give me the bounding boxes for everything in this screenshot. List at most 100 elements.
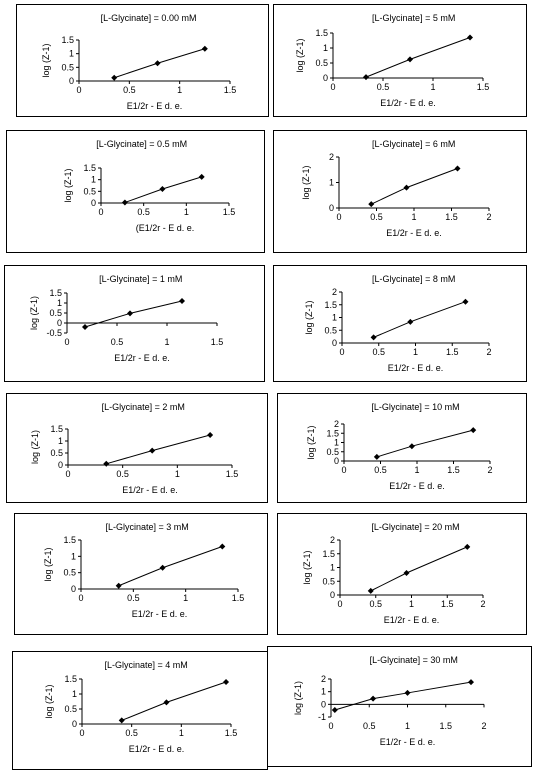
- chart-title: [L-Glycinate] = 8 mM: [372, 274, 455, 284]
- y-tick-label: 0: [57, 318, 62, 328]
- x-tick-label: 2: [481, 721, 486, 731]
- chart-panel: [L-Glycinate] = 10 mM 0 0.5 1 1.5 2 0 0.5 1 1.5 2 E…: [277, 393, 527, 503]
- x-tick-label: 1.5: [211, 337, 224, 347]
- y-tick-label: 1.5: [83, 163, 96, 173]
- x-tick-label: 1: [175, 469, 180, 479]
- data-point: [331, 707, 338, 714]
- y-tick-label: 0: [91, 198, 96, 208]
- series-line: [365, 37, 471, 78]
- chart-panel: [L-Glycinate] = 20 mM 0 0.5 1 1.5 2 0 0.5 1 1.5 2 E…: [277, 513, 527, 635]
- chart-title: [L-Glycinate] = 5 mM: [372, 13, 455, 23]
- x-tick-label: 0: [341, 465, 346, 475]
- x-axis-label: E1/2r - E d. e.: [388, 363, 444, 373]
- x-tick-label: 1: [413, 347, 418, 357]
- y-tick-label: 2: [329, 152, 334, 162]
- y-tick-label: 0.5: [63, 568, 76, 578]
- x-tick-label: 0.5: [125, 728, 138, 738]
- chart-title: [L-Glycinate] = 2 mM: [102, 402, 185, 412]
- data-point: [370, 695, 377, 702]
- chart-title: [L-Glycinate] = 6 mM: [372, 139, 455, 149]
- y-tick-label: 1.5: [63, 535, 76, 545]
- data-point: [368, 201, 375, 208]
- series-line: [370, 546, 468, 592]
- y-tick-label: 2: [334, 419, 339, 429]
- chart-svg: [L-Glycinate] = 5 mM 0 0.5 1 1.5 0 0.5 1 1.5 E1/2…: [295, 13, 489, 108]
- y-tick-label: 1: [329, 178, 334, 188]
- y-tick-label: 1.5: [324, 300, 337, 310]
- x-tick-label: 1.5: [441, 599, 454, 609]
- x-tick-label: 0.5: [372, 347, 385, 357]
- data-point: [154, 60, 161, 67]
- x-tick-label: 1.5: [232, 593, 245, 603]
- y-tick-label: 1: [323, 43, 328, 53]
- data-point: [454, 165, 461, 172]
- series-line: [376, 429, 474, 458]
- x-tick-label: 1.5: [439, 721, 452, 731]
- data-point: [373, 453, 380, 460]
- x-tick-label: 0: [328, 721, 333, 731]
- x-tick-label: 1.5: [226, 469, 239, 479]
- chart-svg: [L-Glycinate] = 0.00 mM 0 0.5 1 1.5 0 0.5 1 1.5 E…: [41, 13, 236, 111]
- chart-title: [L-Glycinate] = 3 mM: [105, 522, 188, 532]
- data-point: [163, 699, 170, 706]
- y-tick-label: 0.5: [64, 704, 77, 714]
- x-tick-label: 1: [409, 599, 414, 609]
- x-tick-label: 0.5: [377, 82, 390, 92]
- y-tick-label: 1.5: [322, 549, 335, 559]
- y-tick-label: 1.5: [50, 424, 63, 434]
- chart-svg: [L-Glycinate] = 20 mM 0 0.5 1 1.5 2 0 0.5 1 1.5 2 E…: [302, 522, 486, 625]
- x-tick-label: 1: [405, 721, 410, 731]
- y-axis-label: log (Z-1): [306, 425, 316, 459]
- x-axis-label: E1/2r - E d. e.: [384, 615, 440, 625]
- data-point: [470, 427, 477, 434]
- y-tick-label: 0: [334, 456, 339, 466]
- data-point: [198, 173, 205, 180]
- x-axis-label: E1/2r - E d. e.: [389, 481, 445, 491]
- chart-panel: [L-Glycinate] = 0.5 mM 0 0.5 1 1.5 0 0.5 1 1.5 (E…: [6, 130, 265, 253]
- y-tick-label: 1: [334, 438, 339, 448]
- data-point: [462, 298, 469, 305]
- series-line: [118, 546, 223, 587]
- data-point: [103, 460, 110, 467]
- x-tick-label: 0: [78, 593, 83, 603]
- x-tick-label: 0.5: [127, 593, 140, 603]
- y-tick-label: 0: [330, 590, 335, 600]
- y-axis-label: log (Z-1): [295, 38, 305, 72]
- x-tick-label: 0: [98, 207, 103, 217]
- chart-panel: [L-Glycinate] = 30 mM -1 0 1 2 0 0.5 1 1.5 2 E1/2r…: [267, 646, 532, 767]
- data-point: [219, 543, 226, 550]
- x-tick-label: 0: [339, 347, 344, 357]
- y-tick-label: 0: [72, 719, 77, 729]
- data-point: [367, 587, 374, 594]
- chart-panel: [L-Glycinate] = 3 mM 0 0.5 1 1.5 0 0.5 1 1.5 E1/2…: [14, 513, 268, 635]
- x-tick-label: 0: [64, 337, 69, 347]
- y-tick-label: 0.5: [83, 186, 96, 196]
- chart-title: [L-Glycinate] = 1 mM: [99, 274, 182, 284]
- y-tick-label: 1: [71, 551, 76, 561]
- chart-title: [L-Glycinate] = 0.5 mM: [96, 139, 187, 149]
- y-tick-label: 0.5: [315, 58, 328, 68]
- data-point: [207, 432, 214, 438]
- data-point: [118, 717, 125, 724]
- x-tick-label: 0: [79, 728, 84, 738]
- y-tick-label: 1: [69, 49, 74, 59]
- chart-svg: [L-Glycinate] = 8 mM 0 0.5 1 1.5 2 0 0.5 1 1.5 2 E1…: [304, 274, 492, 373]
- y-tick-label: 1: [330, 563, 335, 573]
- y-axis-label: log (Z-1): [301, 165, 311, 199]
- x-tick-label: 1: [183, 593, 188, 603]
- x-tick-label: 0.5: [123, 85, 136, 95]
- chart-svg: [L-Glycinate] = 2 mM 0 0.5 1 1.5 0 0.5 1 1.5 E1/2…: [30, 402, 239, 495]
- data-point: [403, 570, 410, 576]
- y-axis-label: log (Z-1): [304, 300, 314, 334]
- y-tick-label: 2: [330, 535, 335, 545]
- chart-title: [L-Glycinate] = 20 mM: [371, 522, 459, 532]
- series-line: [334, 681, 472, 711]
- y-tick-label: 0: [58, 460, 63, 470]
- y-tick-label: 0.5: [326, 447, 339, 457]
- x-tick-label: 0.5: [374, 465, 387, 475]
- y-axis-label: log (Z-1): [44, 684, 54, 718]
- x-tick-label: 2: [487, 465, 492, 475]
- y-tick-label: 1: [91, 175, 96, 185]
